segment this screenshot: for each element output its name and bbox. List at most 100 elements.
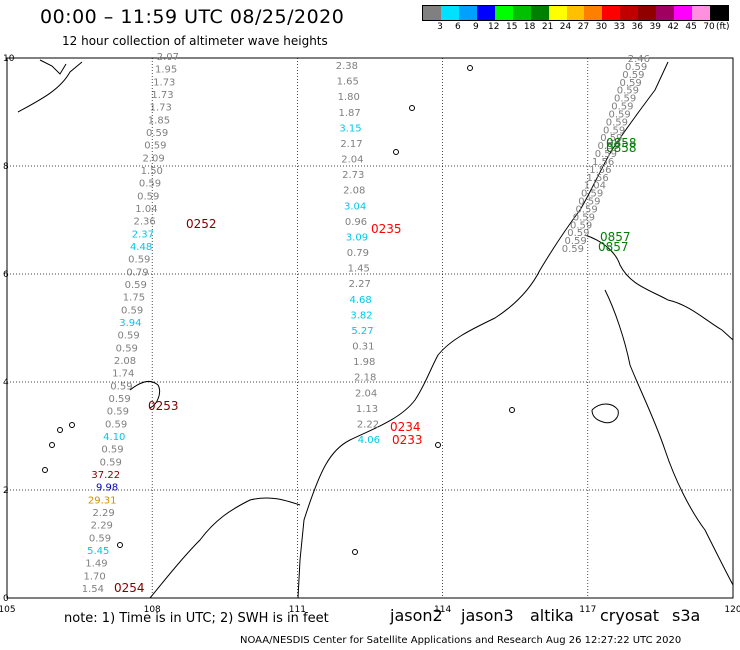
track3-wave-height: 0.59 [619,78,641,89]
longitude-label: 105 [0,605,16,615]
coastline [17,61,83,113]
satellite-s3a-label: s3a [672,606,701,625]
track1-wave-height: 2.29 [92,508,114,519]
pass-time-label: 0254 [114,581,145,595]
legend-swatch [674,6,693,20]
track3-wave-height: 0.59 [617,86,639,97]
track3-wave-height: 0.59 [622,70,644,81]
legend-tick-label: 70 [703,22,715,32]
track3-wave-height: 0.59 [562,244,584,255]
track3-wave-height: 1.56 [589,165,611,176]
coastline [579,61,669,211]
coastline [149,497,301,599]
pass-time-label: 0857 [600,230,631,244]
track3-wave-height: 0.59 [573,212,595,223]
coastline [584,234,734,341]
track1-wave-height: 0.59 [101,445,123,456]
track1-wave-height: 9.98 [96,483,118,494]
legend-tick-label: 9 [472,22,479,32]
track1-wave-height: 0.59 [146,128,168,139]
legend-tick-labels: 3 6 9 12 15 18 21 24 27 30 33 36 39 42 45 70 [422,22,734,34]
track1-wave-height: 1.49 [85,559,107,570]
track1-wave-height: 1.74 [112,369,134,380]
island [57,427,63,433]
track3-wave-height: 1.56 [586,173,608,184]
island [42,467,48,473]
track2-wave-height: 2.18 [354,373,376,384]
latitude-label: 8 [3,162,9,172]
island [117,542,123,548]
track1-wave-height: 0.59 [107,407,129,418]
legend-unit: (ft) [716,22,730,32]
pass-time-label: 0857 [598,240,629,254]
track2-wave-height: 2.17 [340,139,362,150]
longitude-label: 114 [434,605,451,615]
track1-wave-height: 0.59 [89,533,111,544]
latitude-label: 10 [3,54,15,64]
island [69,422,75,428]
legend-swatch [584,6,603,20]
legend-tick-label: 6 [455,22,461,32]
longitude-label: 108 [144,605,161,615]
latitude-label: 0 [3,594,9,604]
track2-wave-height: 2.22 [357,419,379,430]
legend-swatch [440,6,459,20]
track1-wave-height: 1.73 [153,77,175,88]
legend-swatch [458,6,477,20]
track1-wave-height: 4.10 [103,432,125,443]
track3-wave-height: 0.59 [564,236,586,247]
track1-wave-height: 0.59 [117,331,139,342]
longitude-label: 111 [289,605,306,615]
legend-swatch [512,6,531,20]
track1-wave-height: 1.54 [82,584,104,595]
track2-wave-height: 0.79 [347,248,369,259]
track1-wave-height: 1.75 [123,293,145,304]
track1-wave-height: 0.59 [137,191,159,202]
latitude-label: 2 [3,486,9,496]
pass-time-label: 0858 [606,136,637,150]
satellite-cryosat-label: cryosat [600,606,660,625]
track2-wave-height: 2.27 [349,279,371,290]
legend-tick-label: 3 [437,22,443,32]
coastline [39,59,67,75]
track2-wave-height: 4.06 [358,435,380,446]
track1-wave-height: 2.37 [132,229,154,240]
track3-wave-height: 0.59 [597,141,619,152]
track2-wave-height: 0.31 [352,342,374,353]
legend-swatch [710,6,728,20]
island [49,442,55,448]
coastline [129,380,161,409]
track1-wave-height: 1.50 [141,166,163,177]
legend-swatch [423,6,441,20]
track2-wave-height: 3.82 [350,310,372,321]
track2-wave-height: 3.09 [346,232,368,243]
track3-wave-height: 0.59 [614,94,636,105]
track2-wave-height: 5.27 [351,326,373,337]
track2-wave-height: 3.15 [339,123,361,134]
legend-tick-label: 45 [685,22,697,32]
footer-credit: NOAA/NESDIS Center for Satellite Applica… [240,635,682,646]
track3-wave-height: 0.59 [603,125,625,136]
track3-wave-height: 0.59 [575,204,597,215]
pass-time-label: 0233 [392,433,423,447]
track1-wave-height: 0.59 [125,280,147,291]
legend-tick-label: 18 [523,22,536,32]
longitude-label: 117 [579,605,596,615]
island [393,149,399,155]
track2-wave-height: 1.13 [356,404,378,415]
track3-wave-height: 2.46 [628,54,650,65]
legend-swatch [692,6,710,20]
pass-time-label: 0253 [148,399,179,413]
latitude-label: 4 [3,378,9,388]
legend-swatch [656,6,675,20]
legend-tick-label: 24 [559,22,572,32]
legend-swatch [602,6,621,20]
legend-tick-label: 15 [505,22,518,32]
legend-tick-label: 36 [631,22,644,32]
track1-wave-height: 2.29 [91,521,113,532]
track1-wave-height: 0.59 [144,141,166,152]
chart-subtitle: 12 hour collection of altimeter wave hei… [62,34,328,48]
latitude-label: 6 [3,270,9,280]
track2-wave-height: 2.73 [342,170,364,181]
track1-wave-height: 0.59 [116,343,138,354]
